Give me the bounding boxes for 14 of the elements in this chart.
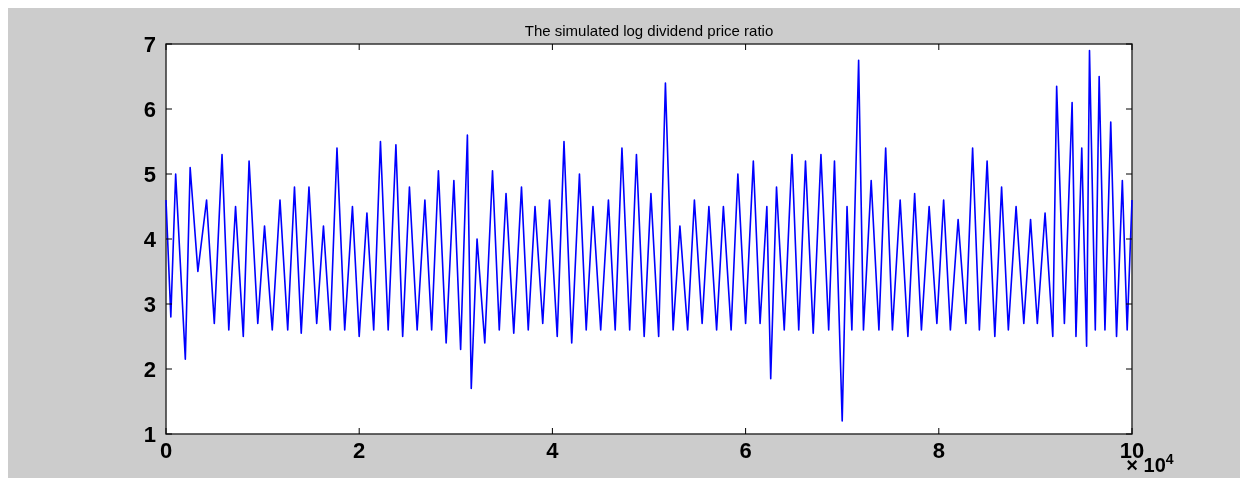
- x-tick-label: 0: [159, 438, 173, 463]
- y-tick-label: 5: [143, 162, 156, 187]
- line-series: [165, 49, 1133, 422]
- y-tick-label: 7: [143, 32, 156, 57]
- x-tick-label: 6: [739, 438, 752, 463]
- chart-title: The simulated log dividend price ratio: [524, 22, 774, 39]
- y-tick-label: 1: [143, 422, 156, 447]
- y-tick-label: 3: [143, 292, 156, 317]
- x-tick-label: 8: [932, 438, 945, 463]
- x-tick-label: 4: [546, 438, 560, 463]
- y-tick-label: 2: [143, 357, 156, 382]
- y-tick-label: 4: [143, 227, 157, 252]
- x-tick-label: 2: [353, 438, 366, 463]
- y-tick-label: 6: [143, 97, 156, 122]
